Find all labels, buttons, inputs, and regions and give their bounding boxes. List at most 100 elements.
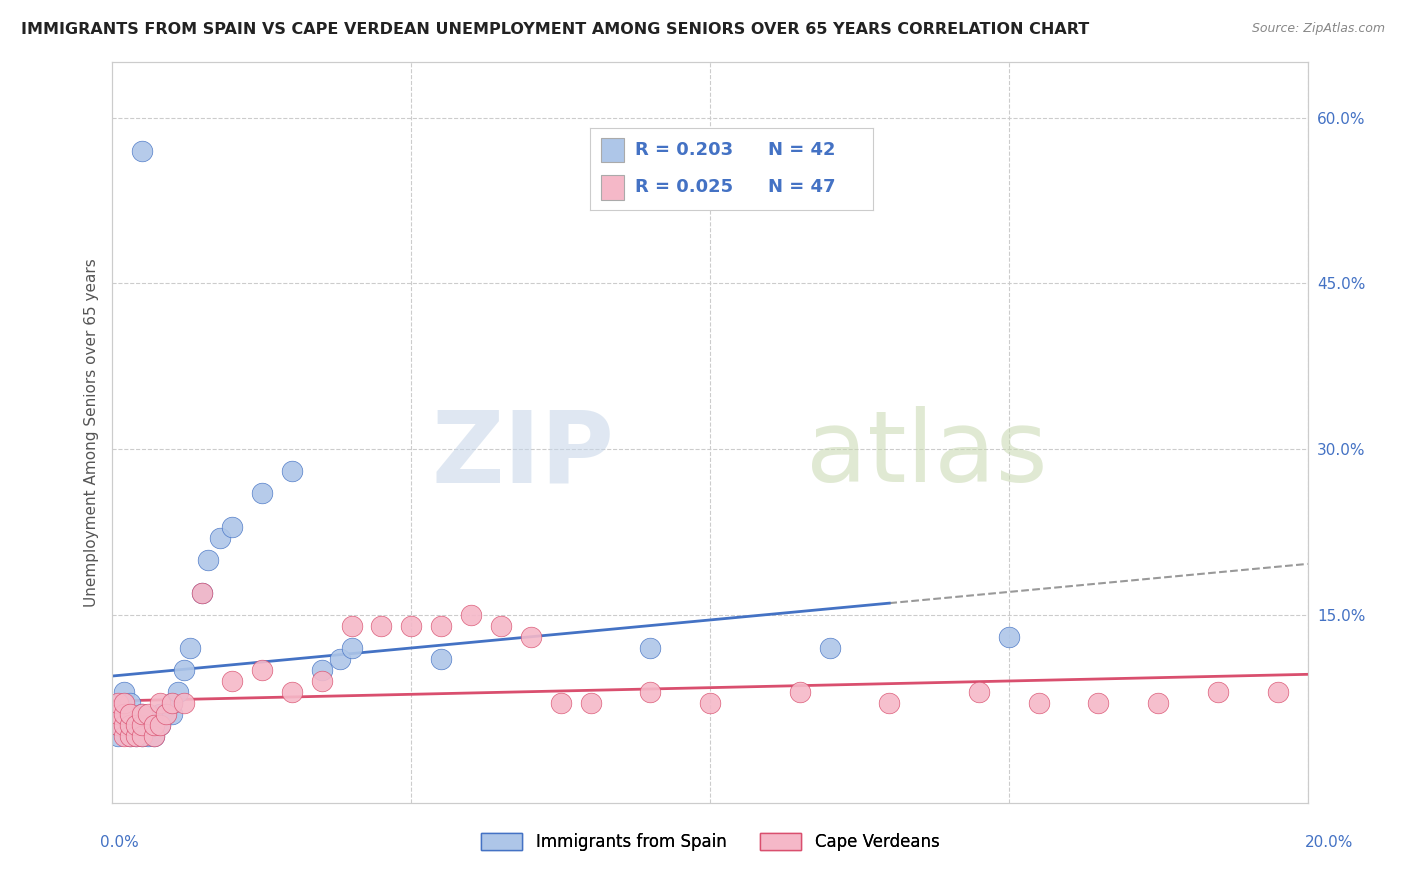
Text: IMMIGRANTS FROM SPAIN VS CAPE VERDEAN UNEMPLOYMENT AMONG SENIORS OVER 65 YEARS C: IMMIGRANTS FROM SPAIN VS CAPE VERDEAN UN… — [21, 22, 1090, 37]
Point — [120, 697, 142, 711]
Point — [370, 619, 392, 633]
Point — [197, 552, 219, 566]
Point — [155, 707, 177, 722]
Point — [162, 707, 183, 722]
Point — [967, 685, 990, 699]
Text: N = 47: N = 47 — [768, 178, 835, 196]
Text: 0.0%: 0.0% — [100, 836, 139, 850]
Point — [401, 619, 423, 633]
Point — [114, 730, 135, 744]
Point — [340, 619, 363, 633]
Point — [430, 619, 453, 633]
Point — [107, 707, 129, 722]
Point — [1147, 697, 1170, 711]
Point — [221, 674, 243, 689]
Point — [120, 730, 142, 744]
Point — [114, 707, 135, 722]
Point — [640, 685, 662, 699]
Point — [579, 697, 602, 711]
Point — [329, 652, 352, 666]
Point — [221, 519, 243, 533]
Point — [131, 730, 153, 744]
Point — [311, 674, 333, 689]
Point — [138, 718, 160, 732]
Point — [311, 663, 333, 677]
Point — [640, 641, 662, 656]
Point — [281, 464, 304, 478]
Point — [1206, 685, 1229, 699]
Point — [489, 619, 512, 633]
Point — [879, 697, 901, 711]
Point — [179, 641, 201, 656]
Point — [149, 697, 172, 711]
Point — [120, 730, 142, 744]
Point — [107, 707, 129, 722]
Point — [143, 718, 166, 732]
Point — [107, 730, 129, 744]
Point — [209, 531, 232, 545]
Text: N = 42: N = 42 — [768, 141, 835, 159]
Point — [120, 718, 142, 732]
Y-axis label: Unemployment Among Seniors over 65 years: Unemployment Among Seniors over 65 years — [83, 259, 98, 607]
Point — [1267, 685, 1289, 699]
Point — [131, 144, 153, 158]
Point — [131, 707, 153, 722]
Point — [699, 697, 721, 711]
Point — [460, 607, 482, 622]
Point — [138, 707, 160, 722]
Text: R = 0.025: R = 0.025 — [636, 178, 734, 196]
Point — [131, 707, 153, 722]
Point — [131, 718, 153, 732]
Point — [167, 685, 190, 699]
Point — [149, 718, 172, 732]
Point — [250, 486, 273, 500]
Point — [281, 685, 304, 699]
Text: atlas: atlas — [806, 407, 1047, 503]
Point — [173, 697, 195, 711]
Point — [191, 586, 214, 600]
Point — [125, 718, 148, 732]
Point — [250, 663, 273, 677]
Point — [138, 730, 160, 744]
Point — [1028, 697, 1050, 711]
Point — [149, 718, 172, 732]
Point — [430, 652, 453, 666]
Text: Source: ZipAtlas.com: Source: ZipAtlas.com — [1251, 22, 1385, 36]
Point — [818, 641, 841, 656]
FancyBboxPatch shape — [602, 176, 624, 200]
Point — [125, 718, 148, 732]
Point — [114, 697, 135, 711]
Point — [1087, 697, 1109, 711]
Point — [155, 707, 177, 722]
Point — [114, 685, 135, 699]
Point — [520, 630, 543, 644]
Point — [143, 718, 166, 732]
Point — [125, 730, 148, 744]
Point — [114, 707, 135, 722]
Point — [107, 697, 129, 711]
Point — [107, 718, 129, 732]
Point — [173, 663, 195, 677]
Point — [789, 685, 811, 699]
Point — [550, 697, 572, 711]
Point — [120, 707, 142, 722]
Point — [143, 730, 166, 744]
Point — [131, 730, 153, 744]
Point — [120, 718, 142, 732]
Point — [125, 730, 148, 744]
Point — [162, 697, 183, 711]
Point — [340, 641, 363, 656]
Point — [162, 697, 183, 711]
Point — [114, 718, 135, 732]
Point — [120, 707, 142, 722]
Point — [131, 718, 153, 732]
Text: ZIP: ZIP — [432, 407, 614, 503]
Text: R = 0.203: R = 0.203 — [636, 141, 734, 159]
Point — [998, 630, 1021, 644]
Point — [114, 697, 135, 711]
Point — [149, 707, 172, 722]
Point — [114, 718, 135, 732]
Text: 20.0%: 20.0% — [1305, 836, 1353, 850]
Point — [191, 586, 214, 600]
FancyBboxPatch shape — [602, 137, 624, 162]
